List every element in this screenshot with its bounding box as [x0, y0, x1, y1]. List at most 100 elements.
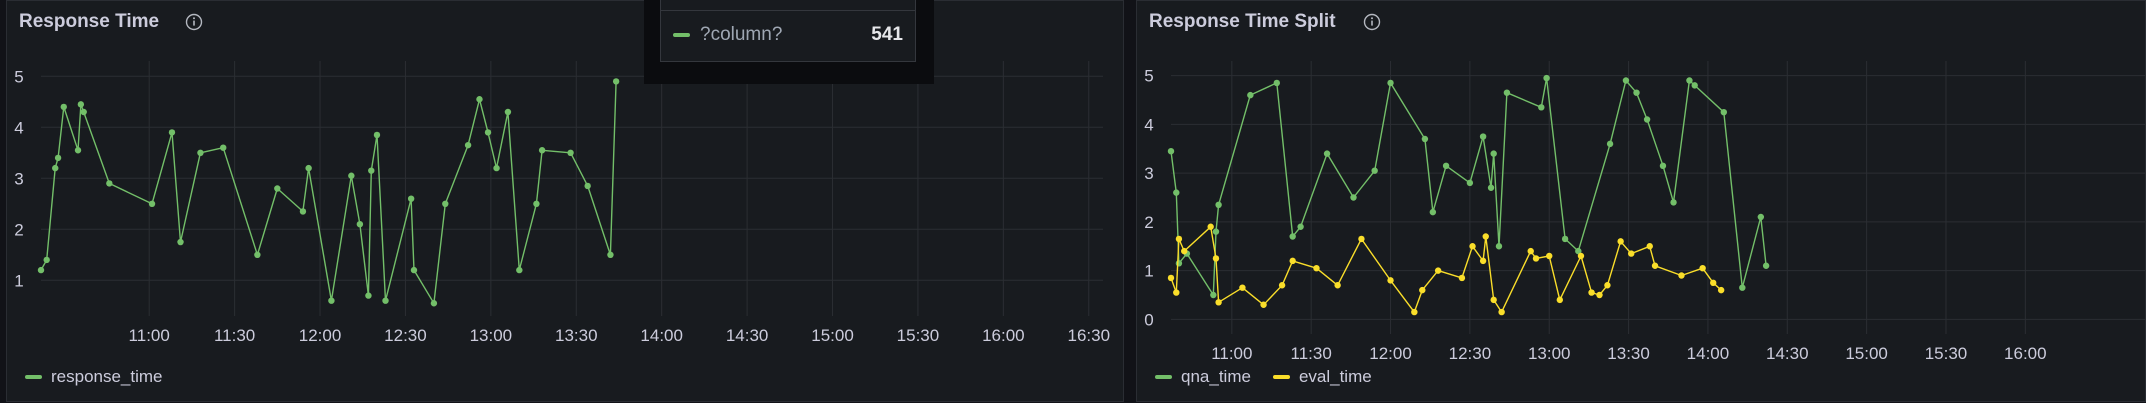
y-tick-label: 4 [14, 118, 23, 137]
data-point [464, 141, 472, 149]
data-point [1556, 296, 1564, 304]
info-icon[interactable] [1363, 13, 1381, 36]
data-point [1678, 272, 1685, 279]
data-point [1532, 255, 1540, 262]
x-tick-label: 15:30 [897, 326, 940, 345]
data-point [1686, 77, 1693, 84]
hover-tooltip: ?column? 541 [660, 0, 916, 62]
data-point [538, 147, 546, 154]
data-point [1260, 301, 1267, 308]
legend-item-response-time[interactable]: response_time [25, 367, 163, 387]
data-point [348, 172, 355, 179]
legend-label: eval_time [1298, 367, 1372, 386]
data-point [1458, 274, 1466, 282]
data-point [1212, 255, 1220, 262]
x-tick-label: 12:00 [1369, 344, 1412, 363]
legend-item-qna-time[interactable]: qna_time [1155, 367, 1251, 387]
data-point [516, 266, 523, 274]
response-time-split-panel: Response Time Split 0 1 2 3 4 5 11:00 11:30 12:0… [1136, 0, 2146, 402]
data-point [1434, 267, 1442, 274]
x-tick-label: 12:30 [1449, 344, 1492, 363]
data-point [1659, 162, 1667, 170]
data-point [1173, 189, 1180, 196]
y-tick-label: 2 [14, 220, 23, 239]
x-tick-label: 13:30 [555, 326, 598, 345]
x-tick-label: 14:00 [640, 326, 683, 345]
data-point [1495, 243, 1503, 250]
data-point [1273, 79, 1280, 87]
legend-item-eval-time[interactable]: eval_time [1272, 367, 1372, 387]
data-point [430, 300, 438, 307]
data-point [1651, 262, 1659, 269]
data-point [77, 101, 85, 108]
data-point [1466, 179, 1474, 187]
series-line [1170, 226, 1722, 313]
x-tick-label: 13:00 [1528, 344, 1571, 363]
data-point [1421, 135, 1429, 143]
legend-label: response_time [51, 367, 163, 386]
data-point [607, 251, 614, 258]
data-point [476, 96, 483, 103]
panel-title: Response Time Split [1149, 11, 1336, 32]
data-point [1538, 104, 1545, 111]
data-point [148, 200, 156, 207]
data-point [1606, 140, 1614, 148]
data-point [1622, 77, 1630, 84]
data-point [584, 182, 591, 190]
data-point [410, 266, 418, 274]
y-tick-label: 3 [1144, 164, 1153, 183]
data-point [1699, 264, 1706, 272]
data-point [1561, 235, 1569, 243]
data-point [1278, 282, 1286, 289]
data-point [567, 149, 574, 156]
response-time-split-chart[interactable]: 0 1 2 3 4 5 11:00 11:30 12:00 12:30 13:00 13:30 14:0… [1137, 1, 2146, 403]
data-point [1289, 233, 1296, 240]
legend-swatch [1155, 375, 1172, 379]
data-point [1215, 201, 1222, 209]
data-point [305, 164, 312, 172]
y-tick-label: 4 [1144, 115, 1153, 134]
chart-legend: response_time [25, 367, 163, 387]
y-tick-label: 1 [14, 271, 23, 290]
data-point [1498, 308, 1505, 316]
tooltip-series-name: ?column? [700, 24, 783, 45]
x-tick-label: 11:00 [1211, 344, 1252, 363]
x-tick-label: 14:00 [1687, 344, 1730, 363]
x-tick-label: 15:30 [1925, 344, 1968, 363]
data-point [1588, 289, 1595, 296]
y-tick-label: 5 [1144, 67, 1153, 86]
x-tick-label: 14:30 [726, 326, 769, 345]
tooltip-row: ?column? 541 [673, 24, 903, 46]
data-point [1469, 243, 1476, 250]
data-point [1419, 286, 1426, 294]
response-time-chart[interactable]: 1 2 3 4 5 11:00 11:30 12:00 12:30 13:00 13:30 14:00… [7, 1, 1125, 403]
data-point [1482, 233, 1489, 240]
data-point [54, 154, 62, 162]
x-tick-label: 13:30 [1607, 344, 1650, 363]
data-point [1387, 79, 1394, 87]
info-icon[interactable] [185, 13, 203, 36]
data-point [177, 238, 184, 246]
data-point [1411, 308, 1418, 316]
x-tick-label: 14:30 [1766, 344, 1809, 363]
data-point [612, 78, 620, 85]
data-point [1577, 252, 1585, 260]
data-point [1297, 223, 1304, 230]
data-point [1633, 89, 1640, 96]
data-point [1442, 162, 1450, 170]
legend-swatch [25, 375, 42, 379]
data-point [1429, 208, 1437, 216]
data-point [1490, 150, 1497, 157]
chart-legend: qna_time eval_time [1155, 367, 1372, 387]
series-line [40, 81, 617, 304]
data-point [254, 251, 261, 258]
data-point [1350, 194, 1357, 201]
data-point [1646, 243, 1653, 250]
tooltip-series: ?column? [673, 24, 782, 46]
data-point [382, 297, 389, 304]
data-point [1173, 289, 1180, 296]
data-point [274, 185, 281, 192]
data-point [1167, 147, 1175, 155]
data-point [220, 144, 227, 151]
y-tick-label: 1 [1144, 262, 1153, 281]
